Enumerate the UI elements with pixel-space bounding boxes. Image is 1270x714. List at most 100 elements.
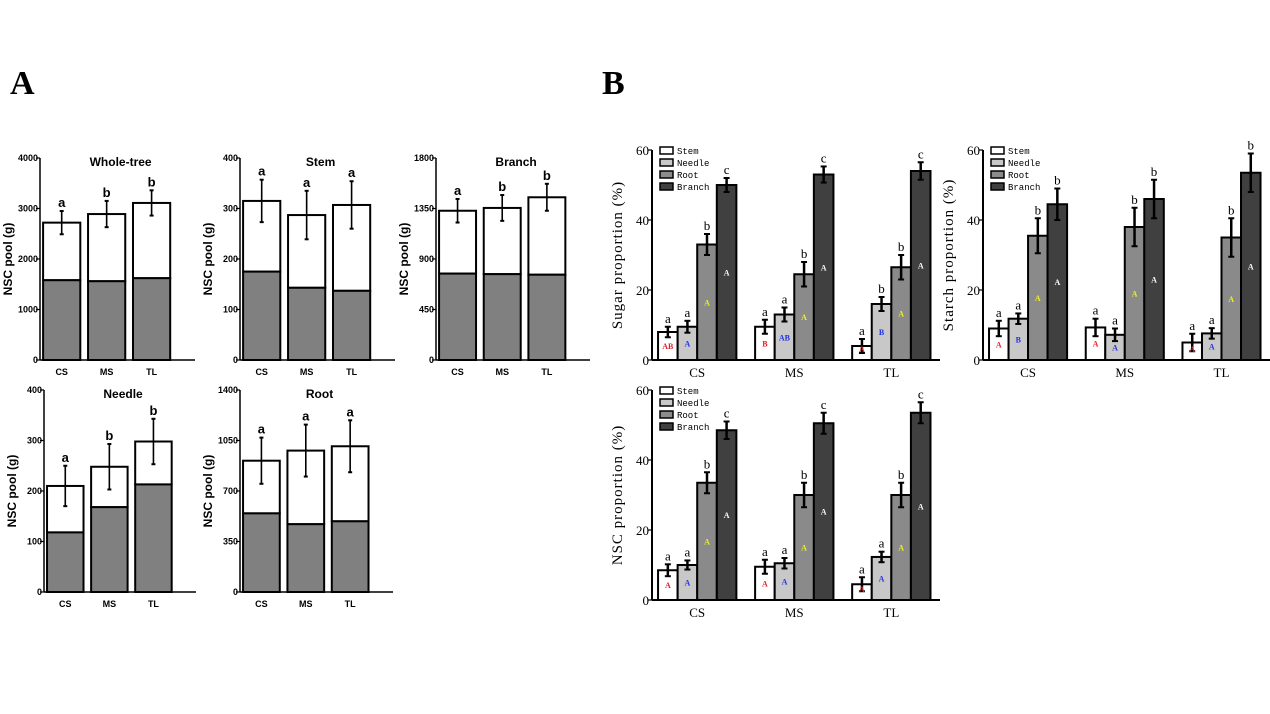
y-tick-label: 450 — [419, 305, 434, 315]
bar-lower-segment — [330, 520, 370, 593]
y-tick-label: 300 — [27, 436, 42, 446]
significance-letter: c — [821, 150, 827, 165]
within-treatment-letter: A — [1209, 343, 1215, 352]
within-treatment-letter: A — [898, 544, 904, 553]
within-treatment-letter: A — [1035, 294, 1041, 303]
x-tick-label: MS — [299, 599, 313, 609]
bar-lower-segment — [527, 273, 567, 362]
significance-letter: b — [1151, 164, 1158, 179]
significance-letter: c — [724, 406, 730, 421]
significance-letter: a — [859, 323, 865, 338]
x-tick-label: MS — [300, 367, 314, 377]
chart-nsc-pool-g-branch: 0 450 900 1350 1800 NSC pool (g) Branch a CS b MS b… — [397, 153, 590, 377]
within-treatment-letter: A — [996, 340, 1002, 349]
y-tick-label: 0 — [33, 355, 38, 365]
significance-letter: a — [1015, 297, 1021, 312]
y-tick-label: 400 — [223, 153, 238, 163]
significance-letter: b — [148, 174, 156, 189]
chart-title: Stem — [306, 155, 335, 169]
within-treatment-letter: A — [879, 574, 885, 583]
x-tick-label: MS — [785, 605, 804, 620]
significance-letter: a — [685, 305, 691, 320]
legend-label: Needle — [677, 159, 709, 169]
x-tick-label: CS — [689, 365, 705, 380]
within-treatment-letter: AB — [662, 342, 674, 351]
y-tick-label: 0 — [233, 355, 238, 365]
within-treatment-letter: A — [1112, 343, 1118, 352]
chart-title: Needle — [103, 387, 143, 401]
within-treatment-letter: A — [762, 579, 768, 588]
significance-letter: b — [105, 428, 113, 443]
x-tick-label: CS — [255, 599, 268, 609]
chart-nsc-pool-g-whole-tree: 0 1000 2000 3000 4000 NSC pool (g) Whole-tree a… — [1, 153, 195, 377]
x-tick-label: MS — [103, 599, 117, 609]
significance-letter: a — [302, 409, 310, 424]
bar-lower-segment — [482, 273, 522, 361]
y-tick-label: 60 — [636, 143, 649, 158]
bar-lower-segment — [242, 512, 281, 593]
bar-lower-segment — [287, 286, 327, 361]
x-tick-label: MS — [1115, 365, 1134, 380]
significance-letter: b — [498, 179, 506, 194]
within-treatment-letter: B — [879, 328, 885, 337]
significance-letter: b — [1035, 202, 1042, 217]
significance-letter: a — [1112, 313, 1118, 328]
y-tick-label: 60 — [967, 143, 980, 158]
legend-label: Stem — [677, 387, 699, 397]
y-tick-label: 20 — [636, 283, 649, 298]
bar-lower-segment — [242, 270, 282, 361]
y-tick-label: 1400 — [218, 385, 238, 395]
within-treatment-letter: A — [685, 579, 691, 588]
significance-letter: a — [665, 548, 671, 563]
within-treatment-letter: B — [762, 339, 768, 348]
legend: Stem Needle Root Branch — [659, 386, 709, 433]
x-tick-label: TL — [1214, 365, 1230, 380]
within-treatment-letter: A — [801, 544, 807, 553]
bar-lower-segment — [134, 483, 173, 593]
significance-letter: b — [1248, 138, 1255, 153]
significance-letter: c — [918, 146, 924, 161]
significance-letter: a — [665, 311, 671, 326]
significance-letter: b — [801, 467, 808, 482]
y-tick-label: 0 — [429, 355, 434, 365]
significance-letter: b — [704, 456, 711, 471]
y-tick-label: 0 — [643, 353, 650, 368]
chart-title: Branch — [495, 155, 536, 169]
significance-letter: a — [454, 183, 462, 198]
within-treatment-letter: A — [898, 310, 904, 319]
y-tick-label: 3000 — [18, 204, 38, 214]
y-axis-label: NSC pool (g) — [201, 223, 215, 296]
x-tick-label: TL — [346, 367, 357, 377]
legend-label: Branch — [677, 183, 709, 193]
within-treatment-letter: A — [1151, 276, 1157, 285]
legend-swatch — [659, 410, 674, 419]
y-tick-label: 700 — [223, 486, 238, 496]
x-tick-label: TL — [146, 367, 157, 377]
significance-letter: a — [782, 542, 788, 557]
within-treatment-letter: A — [821, 508, 827, 517]
y-tick-label: 0 — [974, 353, 981, 368]
legend-label: Needle — [677, 399, 709, 409]
y-axis-label: NSC pool (g) — [201, 455, 215, 528]
y-tick-label: 100 — [223, 305, 238, 315]
y-axis-label: NSC pool (g) — [397, 223, 411, 296]
legend-label: Branch — [677, 423, 709, 433]
y-tick-label: 60 — [636, 383, 649, 398]
y-tick-label: 1350 — [414, 204, 434, 214]
y-tick-label: 400 — [27, 385, 42, 395]
significance-letter: a — [762, 304, 768, 319]
within-treatment-letter: A — [704, 298, 710, 307]
significance-letter: a — [879, 536, 885, 551]
within-treatment-letter: A — [665, 581, 671, 590]
within-treatment-letter: A — [704, 537, 710, 546]
bar-lower-segment — [438, 272, 478, 362]
within-treatment-letter: A — [685, 339, 691, 348]
within-treatment-letter: A — [801, 313, 807, 322]
legend: Stem Needle Root Branch — [990, 146, 1040, 193]
significance-letter: b — [898, 239, 905, 254]
legend-label: Branch — [1008, 183, 1040, 193]
within-treatment-letter: A — [1132, 290, 1138, 299]
